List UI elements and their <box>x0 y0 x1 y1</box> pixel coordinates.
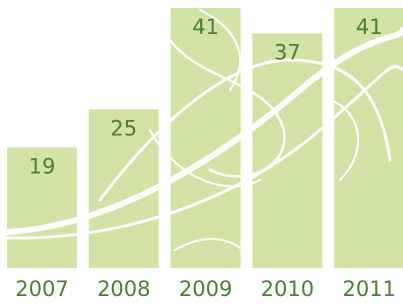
value-label: 19 <box>29 155 56 179</box>
value-label: 25 <box>110 116 137 140</box>
value-label: 41 <box>192 15 219 39</box>
x-tick-label: 2008 <box>97 277 150 301</box>
x-tick-label: 2010 <box>261 277 314 301</box>
bar <box>171 8 241 268</box>
bar <box>252 33 322 268</box>
value-label: 41 <box>356 15 383 39</box>
value-label: 37 <box>274 40 301 64</box>
bars <box>7 8 403 268</box>
chart: 19 2007 25 2008 41 2009 37 2010 41 2011 <box>0 0 403 304</box>
x-tick-label: 2007 <box>15 277 68 301</box>
x-tick-label: 2009 <box>179 277 232 301</box>
x-tick-label: 2011 <box>342 277 395 301</box>
